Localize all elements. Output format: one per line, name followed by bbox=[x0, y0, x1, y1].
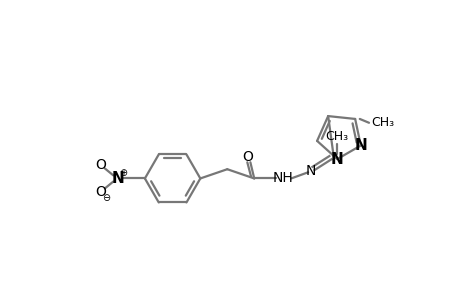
Text: ⊖: ⊖ bbox=[102, 193, 110, 203]
Text: N: N bbox=[353, 138, 366, 153]
Text: CH₃: CH₃ bbox=[370, 116, 393, 129]
Text: N: N bbox=[330, 152, 343, 166]
Text: O: O bbox=[95, 185, 106, 199]
Text: NH: NH bbox=[273, 172, 293, 185]
Text: N: N bbox=[112, 171, 124, 186]
Text: ⊕: ⊕ bbox=[119, 168, 127, 178]
Text: O: O bbox=[242, 150, 253, 164]
Text: N: N bbox=[305, 164, 315, 178]
Text: O: O bbox=[95, 158, 106, 172]
Text: CH₃: CH₃ bbox=[325, 130, 348, 143]
